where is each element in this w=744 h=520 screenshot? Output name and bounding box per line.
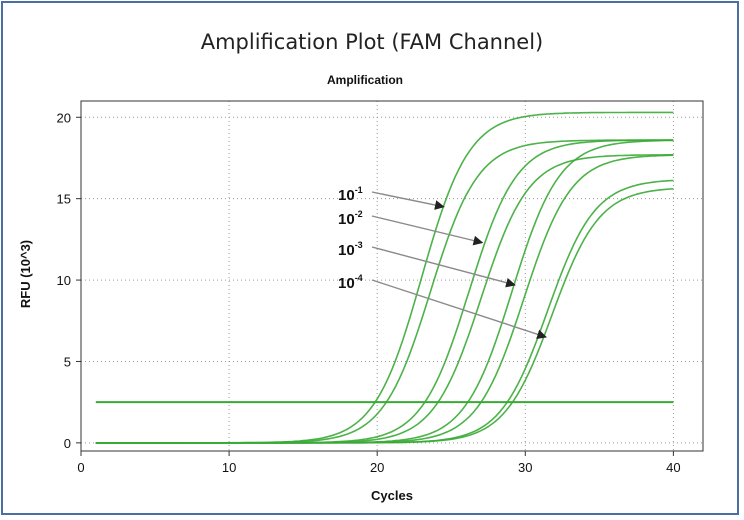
- y-tick-label: 0: [64, 436, 71, 451]
- y-axis-label: RFU (10^3): [18, 240, 33, 308]
- annotation-arrow: [371, 246, 516, 288]
- dilution-label: 10-4: [338, 273, 363, 292]
- x-tick-label: 30: [518, 460, 532, 475]
- annotation-arrow: [371, 191, 445, 210]
- y-tick-label: 20: [57, 110, 71, 125]
- page-title: Amplification Plot (FAM Channel): [200, 30, 544, 54]
- y-tick-label: 10: [57, 273, 71, 288]
- amplification-curve: [95, 139, 674, 444]
- x-tick-label: 40: [666, 460, 680, 475]
- chart-title: Amplification: [327, 73, 403, 87]
- x-axis-label: Cycles: [371, 488, 413, 503]
- x-tick-label: 0: [77, 460, 84, 475]
- x-tick-label: 10: [222, 460, 236, 475]
- annotation-arrow: [371, 279, 547, 339]
- dilution-label: 10-1: [338, 185, 363, 204]
- amplification-curve: [95, 111, 674, 444]
- amplification-curve: [95, 139, 674, 444]
- dilution-label: 10-3: [338, 240, 363, 259]
- plot-area-border: [80, 100, 704, 452]
- amplification-curve: [95, 139, 674, 444]
- dilution-label: 10-2: [338, 209, 363, 228]
- y-tick-label: 5: [64, 354, 71, 369]
- annotation-arrow: [371, 215, 484, 246]
- amplification-curve: [95, 188, 674, 444]
- y-tick-label: 15: [57, 192, 71, 207]
- x-tick-label: 20: [370, 460, 384, 475]
- amplification-curve: [95, 154, 674, 444]
- amplification-curve: [95, 154, 674, 444]
